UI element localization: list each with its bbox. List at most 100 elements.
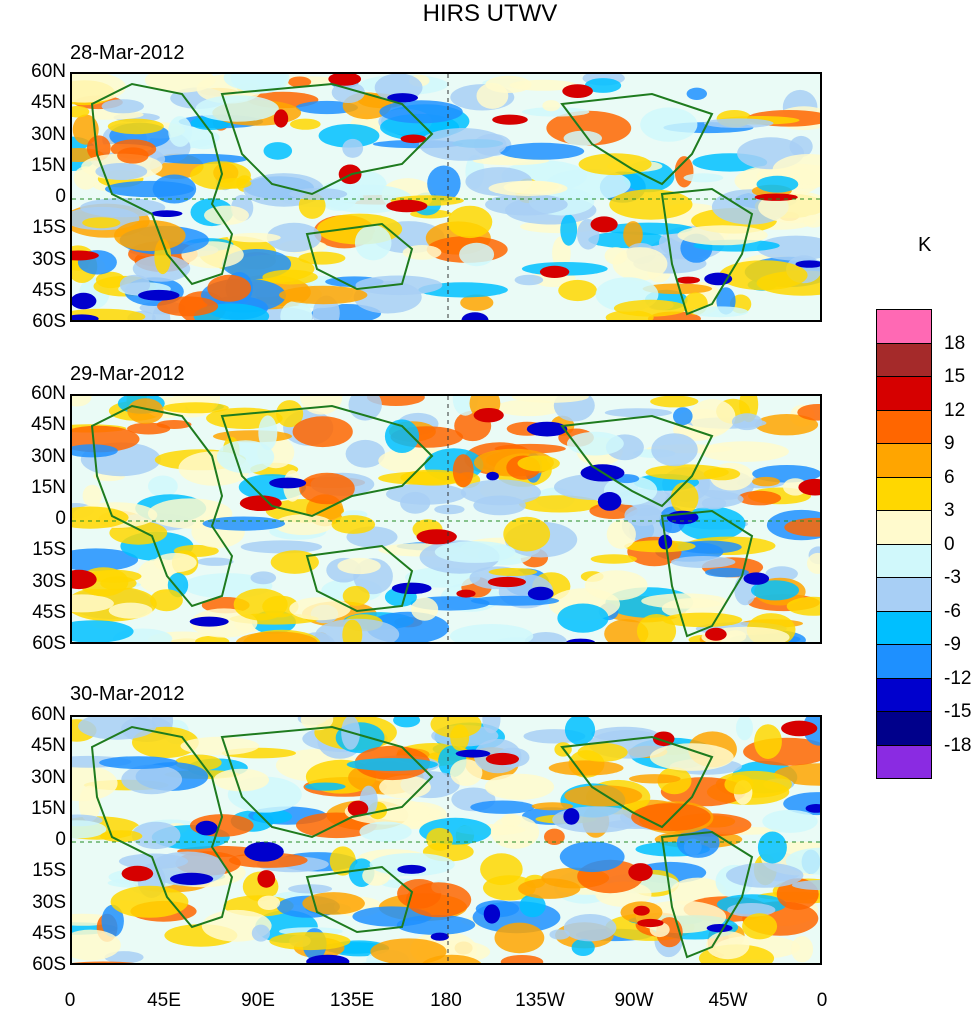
lat-label: 45S (32, 922, 66, 944)
anomaly-blob (737, 490, 782, 506)
anomaly-blob (727, 903, 776, 917)
anomaly-blob (117, 147, 149, 164)
anomaly-extreme (590, 216, 618, 233)
panel-2-map (70, 394, 822, 644)
anomaly-blob (369, 853, 455, 876)
anomaly-blob (604, 619, 649, 642)
anomaly-blob (542, 100, 560, 112)
anomaly-extreme (306, 954, 350, 963)
anomaly-extreme (597, 492, 622, 511)
lon-label: 135E (329, 990, 375, 1011)
anomaly-blob (518, 495, 601, 513)
anomaly-blob (499, 142, 585, 160)
panel-1-map (70, 72, 822, 322)
anomaly-blob (240, 540, 323, 554)
anomaly-blob (645, 464, 729, 480)
anomaly-extreme (72, 292, 97, 310)
anomaly-blob (121, 764, 183, 795)
lat-label: 45N (31, 735, 66, 757)
coastline (660, 830, 754, 959)
anomaly-blob (262, 269, 318, 285)
anomaly-blob (132, 726, 199, 759)
lat-label: 30N (31, 123, 66, 145)
colorbar-label: -9 (944, 634, 961, 655)
anomaly-blob (72, 114, 99, 145)
anomaly-blob (642, 283, 713, 295)
colorbar-box (876, 309, 932, 344)
lat-label: 15N (31, 476, 66, 498)
anomaly-blob (216, 440, 275, 474)
anomaly-blob (110, 885, 189, 918)
lat-label: 60S (32, 311, 66, 332)
anomaly-blob (559, 841, 625, 873)
anomaly-blob (280, 300, 313, 320)
anomaly-blob (609, 189, 693, 220)
anomaly-blob (765, 566, 798, 582)
anomaly-extreme (138, 289, 180, 301)
coastline (560, 414, 714, 508)
lat-label: 60N (31, 704, 66, 725)
anomaly-blob (370, 938, 447, 963)
anomaly-blob (258, 415, 278, 451)
anomaly-blob (295, 100, 358, 115)
colorbar-box (876, 677, 932, 712)
anomaly-blob (72, 548, 139, 572)
anomaly-blob (677, 225, 768, 246)
anomaly-blob (72, 105, 90, 118)
anomaly-extreme (195, 820, 218, 836)
lat-label: 60N (31, 383, 66, 404)
anomaly-blob (726, 862, 804, 888)
lat-label: 45N (31, 92, 66, 114)
anomaly-blob (670, 482, 699, 514)
lat-label: 45S (32, 601, 66, 623)
coastline (90, 82, 234, 286)
panel-3-map (70, 715, 822, 965)
anomaly-blob (434, 504, 465, 515)
anomaly-blob (269, 932, 351, 951)
anomaly-blob (449, 624, 534, 642)
anomaly-extreme (706, 924, 733, 933)
anomaly-extreme (485, 752, 519, 766)
anomaly-extreme (628, 863, 653, 882)
anomaly-blob (80, 198, 166, 218)
anomaly-blob (564, 785, 643, 807)
lat-label: 15S (32, 217, 66, 239)
anomaly-extreme (387, 93, 418, 103)
anomaly-extreme (397, 864, 427, 874)
anomaly-extreme (269, 477, 307, 489)
units-label: K (918, 234, 932, 256)
anomaly-blob (606, 519, 636, 549)
anomaly-extreme (456, 589, 476, 598)
anomaly-blob (604, 247, 628, 265)
anomaly-blob (235, 631, 318, 642)
anomaly-blob (292, 416, 353, 448)
anomaly-extreme (705, 627, 727, 641)
anomaly-blob (299, 472, 355, 505)
anomaly-blob (78, 717, 157, 740)
anomaly-blob (86, 569, 142, 583)
lat-label: 30S (32, 570, 66, 592)
anomaly-blob (689, 399, 736, 435)
anomaly-blob (624, 504, 662, 527)
anomaly-blob (756, 175, 799, 193)
coastline (660, 187, 754, 316)
anomaly-extreme (416, 529, 457, 545)
anomaly-blob (623, 221, 643, 249)
anomaly-blob (742, 913, 778, 940)
anomaly-blob (359, 821, 412, 842)
anomaly-blob (213, 768, 269, 792)
anomaly-blob (450, 759, 483, 786)
lon-label: 0 (64, 990, 76, 1011)
anomaly-blob (290, 118, 321, 130)
anomaly-blob (82, 217, 121, 229)
anomaly-blob (754, 724, 782, 759)
anomaly-blob (488, 568, 538, 576)
colorbar-box (876, 644, 932, 679)
anomaly-blob (86, 135, 111, 161)
anomaly-blob (300, 396, 343, 415)
anomaly-blob (480, 853, 523, 886)
anomaly-blob (459, 242, 495, 267)
anomaly-field-1 (72, 74, 820, 320)
anomaly-blob (762, 809, 818, 833)
anomaly-field-3 (72, 717, 820, 963)
